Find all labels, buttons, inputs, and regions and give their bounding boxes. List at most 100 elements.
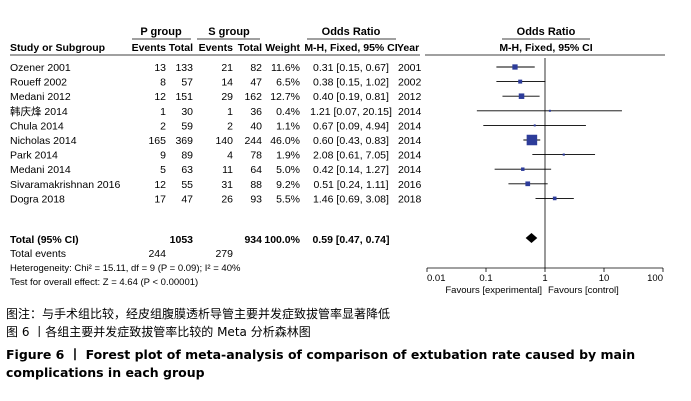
col-or-ci: M-H, Fixed, 95% CI (304, 42, 397, 54)
total-events-exp: 244 (148, 248, 166, 260)
study-events-exp: 13 (154, 62, 166, 74)
total-label: Total (95% CI) (10, 234, 79, 246)
study-events-exp: 5 (160, 164, 166, 176)
study-or-ci: 0.51 [0.24, 1.11] (313, 179, 388, 191)
study-total-ctl: 162 (244, 91, 262, 103)
study-name: Dogra 2018 (10, 193, 65, 205)
study-point-marker (518, 79, 523, 84)
col-plot-method: M-H, Fixed, 95% CI (499, 42, 592, 54)
study-weight: 6.5% (276, 77, 300, 89)
favours-control-label: Favours [control] (548, 285, 619, 296)
header-odds-ratio-text: Odds Ratio (322, 26, 381, 38)
study-point-marker (525, 181, 531, 187)
total-or-ci: 0.59 [0.47, 0.74] (312, 234, 389, 246)
col-events-ctl: Events (199, 42, 234, 54)
study-year: 2018 (398, 193, 422, 205)
study-weight: 5.0% (276, 164, 300, 176)
caption-title-cn: 图 6 丨各组主要并发症致拔管率比较的 Meta 分析森林图 (6, 325, 311, 339)
study-total-exp: 369 (175, 135, 193, 147)
forest-plot: P group S group Odds Ratio Odds Ratio St… (10, 26, 665, 296)
heterogeneity-text: Heterogeneity: Chi² = 15.11, df = 9 (P =… (10, 263, 241, 274)
col-total-ctl: Total (238, 42, 262, 54)
study-rows: Ozener 2001 13 133 21 82 11.6% 0.31 [0.15, 0.6… (10, 62, 422, 205)
study-name: 韩庆烽 2014 (10, 105, 68, 118)
x-tick-label: 100 (647, 273, 663, 284)
header-p-group: P group (140, 26, 182, 38)
study-point-marker (526, 134, 538, 146)
study-or-ci: 0.60 [0.43, 0.83] (313, 135, 389, 147)
study-total-ctl: 36 (250, 106, 262, 118)
study-name: Chula 2014 (10, 120, 64, 132)
study-point-marker (562, 153, 565, 156)
study-point-marker (518, 93, 525, 99)
study-total-ctl: 82 (250, 62, 262, 74)
study-total-exp: 151 (175, 91, 193, 103)
study-or-ci: 0.67 [0.09, 4.94] (313, 120, 389, 132)
study-weight: 1.9% (276, 150, 300, 162)
study-or-ci: 2.08 [0.61, 7.05] (313, 150, 389, 162)
x-tick-label: 1 (542, 273, 547, 284)
study-events-ctl: 11 (222, 164, 233, 176)
study-name: Roueff 2002 (10, 77, 67, 89)
study-point-marker (521, 167, 525, 171)
study-events-exp: 165 (148, 135, 166, 147)
study-total-exp: 57 (181, 77, 193, 89)
study-or-ci: 1.46 [0.69, 3.08] (313, 193, 389, 205)
study-weight: 46.0% (270, 135, 300, 147)
study-events-exp: 8 (160, 77, 166, 89)
study-point-marker (512, 64, 518, 70)
study-total-ctl: 78 (250, 150, 262, 162)
total-weight: 100.0% (264, 234, 300, 246)
study-total-ctl: 244 (244, 135, 262, 147)
study-or-ci: 0.31 [0.15, 0.67] (313, 62, 389, 74)
study-total-ctl: 93 (250, 193, 262, 205)
study-name: Nicholas 2014 (10, 135, 77, 147)
study-weight: 1.1% (276, 120, 300, 132)
study-total-exp: 30 (181, 106, 193, 118)
study-total-exp: 133 (175, 62, 193, 74)
study-weight: 5.5% (276, 193, 300, 205)
favours-experimental-label: Favours [experimental] (445, 285, 542, 296)
study-events-ctl: 14 (221, 77, 233, 89)
study-year: 2016 (398, 179, 422, 191)
x-tick-label: 0.1 (479, 273, 492, 284)
study-year: 2014 (398, 135, 422, 147)
study-year: 2014 (398, 106, 422, 118)
col-weight: Weight (265, 42, 300, 54)
study-total-exp: 63 (181, 164, 193, 176)
caption-title-en: Figure 6 丨 Forest plot of meta-analysis … (6, 347, 636, 380)
col-study: Study or Subgroup (10, 42, 105, 54)
study-year: 2001 (398, 62, 422, 74)
total-events-label: Total events (10, 248, 66, 260)
col-events-exp: Events (132, 42, 167, 54)
study-point-marker (533, 124, 536, 127)
study-year: 2014 (398, 150, 422, 162)
study-events-ctl: 21 (221, 62, 233, 74)
study-or-ci: 0.42 [0.14, 1.27] (313, 164, 389, 176)
study-total-exp: 55 (181, 179, 193, 191)
study-events-ctl: 29 (221, 91, 233, 103)
study-or-ci: 0.40 [0.19, 0.81] (313, 91, 389, 103)
study-events-exp: 9 (160, 150, 166, 162)
study-or-ci: 0.38 [0.15, 1.02] (313, 77, 389, 89)
study-name: Medani 2012 (10, 91, 71, 103)
study-events-ctl: 2 (227, 120, 233, 132)
study-events-ctl: 1 (227, 106, 233, 118)
overall-effect-text: Test for overall effect: Z = 4.64 (P < 0… (10, 277, 198, 288)
study-weight: 9.2% (276, 179, 300, 191)
total-n-ctl: 934 (244, 234, 262, 246)
study-total-ctl: 64 (250, 164, 262, 176)
study-total-exp: 89 (181, 150, 193, 162)
study-events-exp: 17 (154, 193, 166, 205)
col-total-exp: Total (169, 42, 193, 54)
x-tick-label: 10 (599, 273, 610, 284)
study-weight: 0.4% (276, 106, 300, 118)
plot-area: 0.01 0.1 1 10 100 Favours [experimental] Favou… (426, 58, 664, 296)
study-or-ci: 1.21 [0.07, 20.15] (310, 106, 392, 118)
study-name: Sivaramakrishnan 2016 (10, 179, 120, 191)
caption-note-cn: 图注：与手术组比较，经皮组腹膜透析导管主要并发症致拔管率显著降低 (6, 307, 391, 321)
header-odds-ratio-plot: Odds Ratio (517, 26, 576, 38)
study-events-ctl: 140 (215, 135, 233, 147)
study-events-exp: 2 (160, 120, 166, 132)
study-weight: 11.6% (271, 62, 300, 74)
